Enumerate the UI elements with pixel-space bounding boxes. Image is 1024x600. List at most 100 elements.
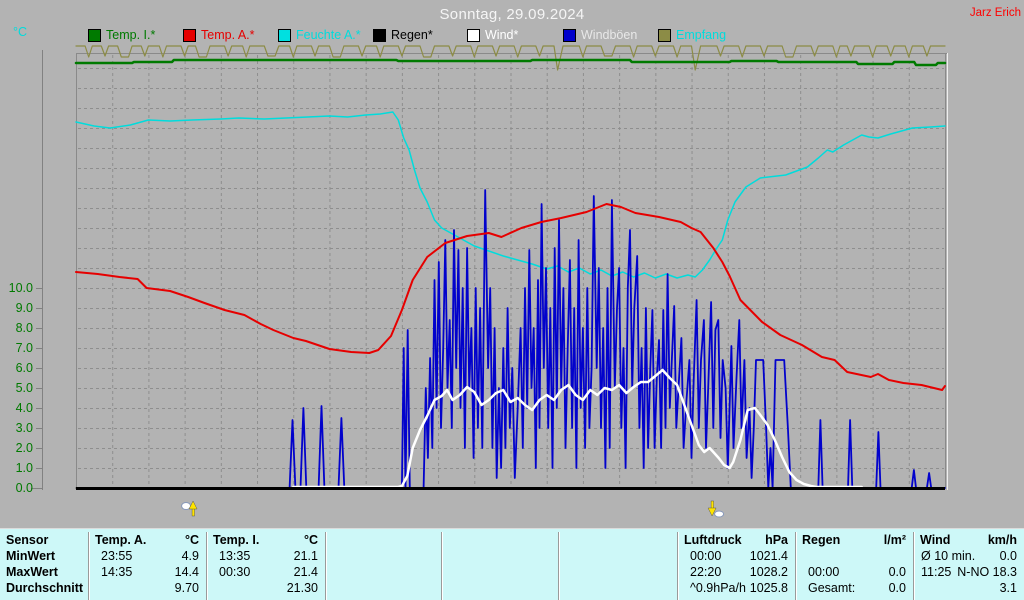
stat-time: 00:00 bbox=[690, 549, 722, 563]
y-axis-tick-label: 1.0 bbox=[16, 461, 33, 475]
stats-table: Sensor MinWert MaxWert Durchschnitt Temp… bbox=[0, 528, 1024, 600]
stat-value: 21.30 bbox=[286, 581, 318, 595]
legend: Temp. I.* Temp. A.* Feuchte A.* Regen* Wind*… bbox=[0, 0, 1024, 46]
sensor-unit: km/h bbox=[987, 533, 1017, 547]
legend-item-regen: Regen* bbox=[373, 28, 433, 42]
y-axis-tick-label: 2.0 bbox=[16, 441, 33, 455]
stat-value: 0.0 bbox=[888, 581, 906, 595]
stat-value: 21.1 bbox=[293, 549, 318, 563]
stat-value: 3.1 bbox=[999, 581, 1017, 595]
stats-row-label-sensor: Sensor bbox=[6, 533, 49, 547]
temp-a-swatch-icon bbox=[183, 28, 196, 42]
rise-marker-icon bbox=[188, 500, 198, 510]
y-axis-tick-label: 0.0 bbox=[16, 481, 33, 495]
sensor-label: Luftdruck bbox=[684, 533, 742, 547]
sensor-unit: °C bbox=[184, 533, 199, 547]
legend-label: Wind* bbox=[485, 28, 519, 42]
stats-row-label-durchschnitt: Durchschnitt bbox=[6, 581, 84, 595]
stat-value: 9.70 bbox=[174, 581, 199, 595]
page-title: Sonntag, 29.09.2024 bbox=[439, 6, 585, 23]
stats-col-temp-i: Temp. I. °C 13:35 21.1 00:30 21.4 21.30 bbox=[206, 532, 325, 600]
sensor-label: Wind bbox=[920, 533, 951, 547]
series-windboeen-line bbox=[288, 189, 946, 489]
wind-swatch-icon bbox=[467, 28, 480, 42]
sensor-label: Regen bbox=[802, 533, 841, 547]
y-axis-tick-label: 9.0 bbox=[16, 301, 33, 315]
stats-row-labels: Sensor MinWert MaxWert Durchschnitt bbox=[0, 532, 88, 600]
sensor-unit: °C bbox=[303, 533, 318, 547]
sensor-label: Temp. A. bbox=[95, 533, 147, 547]
stat-time: 14:35 bbox=[101, 565, 133, 579]
stats-col-luftdruck: Luftdruck hPa 00:00 1021.4 22:20 1028.2 ^0.… bbox=[677, 532, 795, 600]
legend-label: Regen* bbox=[391, 28, 433, 42]
y-axis-tick-label: 3.0 bbox=[16, 421, 33, 435]
stat-time bbox=[802, 548, 808, 564]
stat-value: 1025.8 bbox=[749, 581, 788, 595]
stat-label bbox=[920, 580, 921, 596]
stats-col-empty-3 bbox=[558, 532, 677, 600]
y-axis-tick-label: 5.0 bbox=[16, 381, 33, 395]
series-feuchte-a-line bbox=[75, 111, 946, 279]
temp-i-swatch-icon bbox=[88, 28, 101, 42]
stat-time bbox=[213, 580, 219, 596]
stat-label: Ø 10 min. bbox=[921, 549, 976, 563]
stat-label: Gesamt: bbox=[808, 581, 856, 595]
stat-value: 1028.2 bbox=[749, 565, 788, 579]
stat-value: 21.4 bbox=[293, 565, 318, 579]
stat-value: 14.4 bbox=[174, 565, 199, 579]
stat-value: N-NO 18.3 bbox=[957, 565, 1017, 579]
legend-label: Empfang bbox=[676, 28, 727, 42]
y-axis-unit-label: °C bbox=[13, 25, 28, 39]
empfang-swatch-icon bbox=[658, 28, 671, 42]
stats-col-empty-2 bbox=[441, 532, 558, 600]
x-axis-line bbox=[76, 487, 945, 490]
legend-label: Temp. I.* bbox=[106, 28, 156, 42]
set-marker-icon bbox=[707, 507, 717, 517]
regen-swatch-icon bbox=[373, 28, 386, 42]
stat-time: 11:25 bbox=[921, 565, 952, 579]
stat-value: 0.0 bbox=[888, 565, 906, 579]
legend-item-wind: Wind* bbox=[467, 28, 518, 42]
sensor-unit: l/m² bbox=[883, 533, 906, 547]
stat-time: 22:20 bbox=[690, 565, 722, 579]
series-temp-i-line bbox=[74, 58, 947, 67]
stats-col-empty-1 bbox=[325, 532, 441, 600]
stat-time: 13:35 bbox=[219, 549, 251, 563]
y-axis-tick-label: 4.0 bbox=[16, 401, 33, 415]
legend-label: Temp. A.* bbox=[201, 28, 255, 42]
stat-time bbox=[95, 580, 101, 596]
stats-col-temp-a: Temp. A. °C 23:55 4.9 14:35 14.4 9.70 bbox=[88, 532, 206, 600]
stats-row-label-maxwert: MaxWert bbox=[6, 565, 58, 579]
stats-col-wind: Wind km/h Ø 10 min. 0.0 11:25 N-NO 18.3 3.1 bbox=[913, 532, 1024, 600]
series-temp-a-line bbox=[75, 203, 946, 391]
legend-item-temp-a: Temp. A.* bbox=[183, 28, 255, 42]
series-wind-line bbox=[292, 368, 863, 489]
sensor-label: Temp. I. bbox=[213, 533, 260, 547]
legend-item-empfang: Empfang bbox=[658, 28, 726, 42]
owner-name: Jarz Erich bbox=[969, 7, 1021, 19]
stats-col-regen: Regen l/m² 00:00 0.0 Gesamt: 0.0 bbox=[795, 532, 913, 600]
stat-value: 0.0 bbox=[999, 549, 1017, 563]
windboeen-swatch-icon bbox=[563, 28, 576, 42]
stats-row-label-minwert: MinWert bbox=[6, 549, 56, 563]
legend-item-feuchte-a: Feuchte A.* bbox=[278, 28, 361, 42]
y-axis-tick-label: 10.0 bbox=[9, 281, 33, 295]
stat-value: 1021.4 bbox=[749, 549, 788, 563]
stat-time: 23:55 bbox=[101, 549, 133, 563]
legend-item-temp-i: Temp. I.* bbox=[88, 28, 155, 42]
legend-item-windboeen: Windböen bbox=[563, 28, 637, 42]
stat-trend: ^0.9hPa/h bbox=[690, 581, 746, 595]
stat-time: 00:00 bbox=[808, 565, 840, 579]
legend-label: Windböen bbox=[581, 28, 638, 42]
sensor-unit: hPa bbox=[765, 533, 788, 547]
legend-label: Feuchte A.* bbox=[296, 28, 361, 42]
y-axis-tick-label: 7.0 bbox=[16, 341, 33, 355]
feuchte-a-swatch-icon bbox=[278, 28, 291, 42]
series-empfang-line bbox=[75, 45, 946, 71]
y-axis-tick-label: 8.0 bbox=[16, 321, 33, 335]
stat-value: 4.9 bbox=[181, 549, 199, 563]
y-axis-tick-label: 6.0 bbox=[16, 361, 33, 375]
set-marker-icon bbox=[714, 510, 725, 518]
stat-time: 00:30 bbox=[219, 565, 251, 579]
